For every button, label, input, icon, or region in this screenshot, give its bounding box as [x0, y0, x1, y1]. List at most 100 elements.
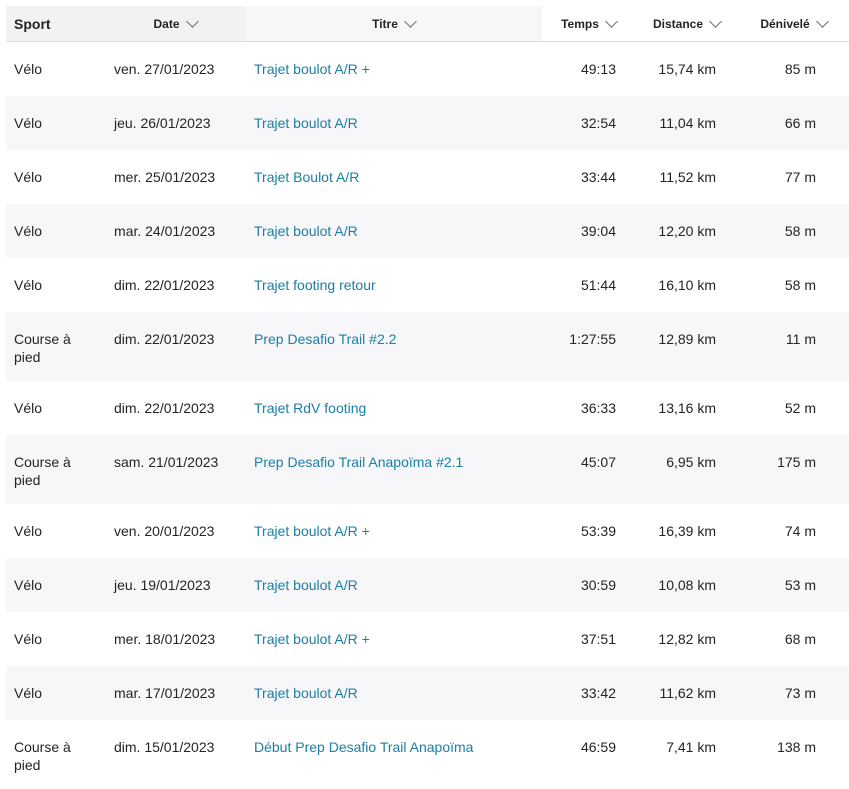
- date-cell: mer. 18/01/2023: [114, 631, 216, 647]
- activities-table: Sport Date Titre Temps Distance Dénivelé…: [6, 6, 849, 789]
- elevation-cell: 85 m: [784, 61, 816, 77]
- sport-cell: Vélo: [14, 223, 43, 239]
- time-cell: 49:13: [580, 61, 616, 77]
- distance-cell: 11,62 km: [659, 685, 716, 701]
- sport-cell: Vélo: [14, 277, 43, 293]
- elevation-cell: 74 m: [784, 523, 816, 539]
- activity-title-link[interactable]: Trajet boulot A/R +: [254, 523, 370, 539]
- column-header-sport[interactable]: Sport: [6, 6, 105, 41]
- column-header-date-label: Date: [153, 16, 180, 31]
- activity-title-link[interactable]: Trajet RdV footing: [254, 400, 367, 416]
- table-row: Vélo dim. 22/01/2023 Trajet RdV footing …: [6, 381, 849, 435]
- time-cell: 51:44: [580, 277, 616, 293]
- table-row: Course à pied dim. 22/01/2023 Prep Desaf…: [6, 312, 849, 381]
- sport-cell: Vélo: [14, 523, 43, 539]
- elevation-cell: 66 m: [784, 115, 816, 131]
- elevation-cell: 52 m: [784, 400, 816, 416]
- sport-cell: Course à pied: [14, 454, 71, 488]
- activity-title-link[interactable]: Trajet boulot A/R +: [254, 61, 370, 77]
- activity-title-link[interactable]: Prep Desafio Trail #2.2: [254, 331, 397, 347]
- column-header-sport-label: Sport: [14, 15, 51, 32]
- distance-cell: 7,41 km: [666, 739, 716, 755]
- column-header-elevation[interactable]: Dénivelé: [738, 6, 849, 41]
- table-header: Sport Date Titre Temps Distance Dénivelé: [6, 6, 849, 42]
- elevation-cell: 58 m: [784, 277, 816, 293]
- date-cell: jeu. 19/01/2023: [114, 577, 211, 593]
- table-row: Vélo jeu. 19/01/2023 Trajet boulot A/R 3…: [6, 558, 849, 612]
- date-cell: ven. 27/01/2023: [114, 61, 215, 77]
- activity-title-link[interactable]: Début Prep Desafio Trail Anapoïma: [254, 739, 474, 755]
- distance-cell: 12,82 km: [658, 631, 716, 647]
- table-row: Vélo mar. 24/01/2023 Trajet boulot A/R 3…: [6, 204, 849, 258]
- time-cell: 36:33: [580, 400, 616, 416]
- chevron-down-icon: [185, 14, 199, 28]
- column-header-elevation-label: Dénivelé: [760, 16, 810, 31]
- table-row: Course à pied dim. 15/01/2023 Début Prep…: [6, 720, 849, 789]
- activity-title-link[interactable]: Trajet boulot A/R: [254, 223, 358, 239]
- table-row: Course à pied sam. 21/01/2023 Prep Desaf…: [6, 435, 849, 504]
- date-cell: dim. 22/01/2023: [114, 400, 215, 416]
- sport-cell: Vélo: [14, 400, 43, 416]
- activity-title-link[interactable]: Trajet Boulot A/R: [254, 169, 360, 185]
- sport-cell: Vélo: [14, 61, 43, 77]
- date-cell: ven. 20/01/2023: [114, 523, 215, 539]
- date-cell: jeu. 26/01/2023: [114, 115, 211, 131]
- chevron-down-icon: [709, 14, 722, 28]
- column-header-title-label: Titre: [372, 16, 398, 31]
- date-cell: dim. 15/01/2023: [114, 739, 215, 755]
- distance-cell: 11,52 km: [659, 169, 716, 185]
- table-row: Vélo ven. 27/01/2023 Trajet boulot A/R +…: [6, 42, 849, 96]
- chevron-down-icon: [605, 14, 618, 28]
- distance-cell: 13,16 km: [658, 400, 716, 416]
- sport-cell: Vélo: [14, 169, 43, 185]
- distance-cell: 12,89 km: [658, 331, 716, 347]
- distance-cell: 16,10 km: [658, 277, 716, 293]
- elevation-cell: 58 m: [784, 223, 816, 239]
- column-header-distance[interactable]: Distance: [635, 6, 738, 41]
- column-header-title[interactable]: Titre: [245, 6, 542, 41]
- activity-title-link[interactable]: Trajet boulot A/R: [254, 685, 358, 701]
- time-cell: 30:59: [580, 577, 616, 593]
- activity-title-link[interactable]: Trajet boulot A/R: [254, 577, 358, 593]
- activity-title-link[interactable]: Trajet footing retour: [254, 277, 376, 293]
- sport-cell: Vélo: [14, 631, 43, 647]
- time-cell: 33:44: [580, 169, 616, 185]
- table-body: Vélo ven. 27/01/2023 Trajet boulot A/R +…: [6, 42, 849, 789]
- elevation-cell: 138 m: [777, 739, 816, 755]
- time-cell: 1:27:55: [569, 331, 616, 347]
- sport-cell: Vélo: [14, 685, 43, 701]
- distance-cell: 12,20 km: [658, 223, 716, 239]
- time-cell: 33:42: [580, 685, 616, 701]
- date-cell: mar. 24/01/2023: [114, 223, 216, 239]
- column-header-time[interactable]: Temps: [542, 6, 635, 41]
- column-header-distance-label: Distance: [652, 16, 704, 31]
- column-header-date[interactable]: Date: [105, 6, 245, 41]
- time-cell: 45:07: [580, 454, 616, 470]
- table-row: Vélo mar. 17/01/2023 Trajet boulot A/R 3…: [6, 666, 849, 720]
- distance-cell: 6,95 km: [666, 454, 716, 470]
- elevation-cell: 68 m: [784, 631, 816, 647]
- time-cell: 37:51: [580, 631, 616, 647]
- elevation-cell: 175 m: [777, 454, 816, 470]
- sport-cell: Vélo: [14, 115, 43, 131]
- distance-cell: 10,08 km: [658, 577, 716, 593]
- activity-title-link[interactable]: Trajet boulot A/R +: [254, 631, 370, 647]
- elevation-cell: 53 m: [784, 577, 816, 593]
- time-cell: 53:39: [580, 523, 616, 539]
- table-row: Vélo jeu. 26/01/2023 Trajet boulot A/R 3…: [6, 96, 849, 150]
- sport-cell: Course à pied: [14, 739, 71, 773]
- time-cell: 32:54: [580, 115, 616, 131]
- sport-cell: Vélo: [14, 577, 43, 593]
- table-row: Vélo mer. 25/01/2023 Trajet Boulot A/R 3…: [6, 150, 849, 204]
- date-cell: sam. 21/01/2023: [114, 454, 219, 470]
- date-cell: dim. 22/01/2023: [114, 331, 215, 347]
- activity-title-link[interactable]: Trajet boulot A/R: [254, 115, 358, 131]
- activity-title-link[interactable]: Prep Desafio Trail Anapoïma #2.1: [254, 454, 464, 470]
- column-header-time-label: Temps: [561, 16, 599, 31]
- sport-cell: Course à pied: [14, 331, 71, 365]
- elevation-cell: 77 m: [784, 169, 816, 185]
- chevron-down-icon: [815, 14, 829, 28]
- table-row: Vélo ven. 20/01/2023 Trajet boulot A/R +…: [6, 504, 849, 558]
- elevation-cell: 73 m: [784, 685, 816, 701]
- distance-cell: 16,39 km: [658, 523, 716, 539]
